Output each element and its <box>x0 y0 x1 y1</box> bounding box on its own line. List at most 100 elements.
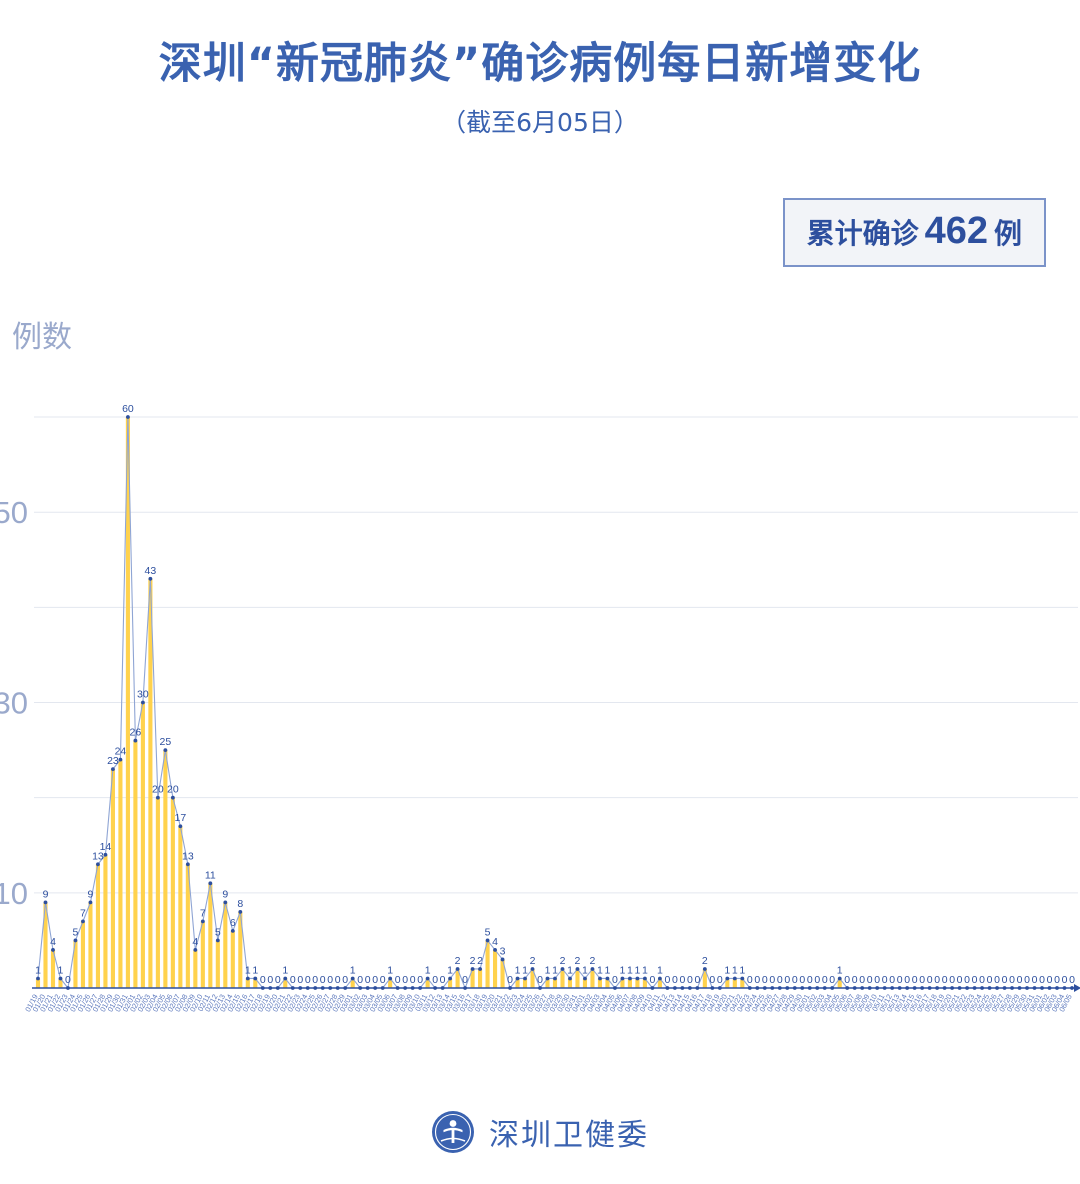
footer: 深圳卫健委 <box>0 1110 1080 1154</box>
value-label: 0 <box>912 974 918 986</box>
grid-lines <box>34 416 1078 894</box>
data-point <box>43 900 48 905</box>
value-label: 1 <box>387 964 393 976</box>
value-label: 20 <box>167 784 179 796</box>
bar <box>590 968 595 988</box>
value-label: 0 <box>777 974 783 986</box>
data-point <box>702 967 707 971</box>
bar <box>110 769 115 988</box>
value-label: 0 <box>372 974 378 986</box>
data-point <box>515 976 520 981</box>
value-label: 0 <box>649 974 655 986</box>
value-label: 1 <box>597 964 603 976</box>
value-label: 1 <box>620 964 626 976</box>
bar <box>223 902 228 988</box>
bar <box>208 883 213 988</box>
data-point <box>96 862 100 867</box>
bar <box>575 968 580 988</box>
value-label: 0 <box>754 974 760 986</box>
bar <box>837 978 842 988</box>
bar <box>35 978 41 988</box>
value-label: 1 <box>545 964 551 976</box>
data-point <box>560 967 565 971</box>
value-label: 0 <box>949 974 955 986</box>
value-label: 0 <box>987 974 993 986</box>
bar <box>552 978 558 988</box>
data-point <box>635 976 640 981</box>
value-label: 0 <box>717 974 723 986</box>
value-label: 0 <box>784 974 790 986</box>
value-label: 43 <box>145 565 157 577</box>
value-label: 1 <box>447 964 453 976</box>
bar <box>125 417 130 989</box>
chart-plot-area: 10 30 50 1 9 4 1 0 5 7 9 13 14 23 24 60 26 30 43 20 25 20 17 1… <box>0 360 1080 1020</box>
bar <box>657 978 662 988</box>
data-point <box>178 824 183 829</box>
value-label: 60 <box>122 403 134 415</box>
bar <box>530 968 535 988</box>
data-point <box>485 938 490 943</box>
value-label: 0 <box>904 974 910 986</box>
bar <box>133 740 138 988</box>
bar <box>635 978 640 988</box>
bar <box>448 978 453 988</box>
badge-value: 462 <box>924 210 988 252</box>
data-point <box>185 862 190 867</box>
data-point <box>605 976 610 981</box>
data-point <box>740 976 745 981</box>
data-point <box>575 967 580 971</box>
value-label: 26 <box>130 727 142 739</box>
value-label: 0 <box>1062 974 1068 986</box>
data-point <box>170 795 175 800</box>
bar <box>148 578 153 988</box>
value-label: 17 <box>175 812 187 824</box>
bar <box>492 949 498 988</box>
data-point <box>732 976 737 981</box>
y-tick-label: 30 <box>0 686 28 721</box>
value-label: 3 <box>500 945 506 957</box>
y-tick-label: 50 <box>0 495 28 530</box>
data-point <box>553 976 557 981</box>
value-label: 0 <box>290 974 296 986</box>
value-label: 0 <box>417 974 423 986</box>
value-label: 0 <box>312 974 318 986</box>
cumulative-total-badge: 累计确诊 462 例 <box>782 198 1046 267</box>
shenzhen-health-emblem-icon <box>432 1111 474 1153</box>
bar <box>118 759 123 988</box>
value-label: 0 <box>874 974 880 986</box>
value-label: 0 <box>919 974 925 986</box>
value-label: 0 <box>1017 974 1023 986</box>
value-label: 2 <box>590 955 596 967</box>
value-label: 0 <box>934 974 940 986</box>
data-point <box>208 881 213 886</box>
page-title: 深圳“新冠肺炎”确诊病例每日新增变化 <box>158 39 922 89</box>
value-label: 0 <box>65 974 71 986</box>
value-label: 0 <box>1032 974 1038 986</box>
data-point <box>155 795 160 800</box>
value-label: 1 <box>552 964 558 976</box>
bar <box>732 978 737 988</box>
bar <box>178 826 183 988</box>
value-label: 1 <box>837 964 843 976</box>
bar <box>560 968 565 988</box>
data-point <box>215 938 220 943</box>
bar <box>103 854 108 988</box>
value-label: 0 <box>814 974 820 986</box>
value-label: 0 <box>799 974 805 986</box>
data-point <box>598 976 602 981</box>
value-label: 0 <box>320 974 326 986</box>
value-label: 0 <box>1047 974 1053 986</box>
bar <box>485 940 490 988</box>
data-point <box>350 976 355 981</box>
value-label: 8 <box>237 898 243 910</box>
bar <box>425 978 430 988</box>
value-label: 2 <box>702 955 708 967</box>
value-label: 1 <box>35 964 41 976</box>
value-label: 13 <box>182 850 194 862</box>
value-label: 1 <box>567 964 573 976</box>
bar <box>740 978 745 988</box>
bar <box>50 949 56 988</box>
value-label: 0 <box>612 974 618 986</box>
bar-series <box>35 417 842 989</box>
